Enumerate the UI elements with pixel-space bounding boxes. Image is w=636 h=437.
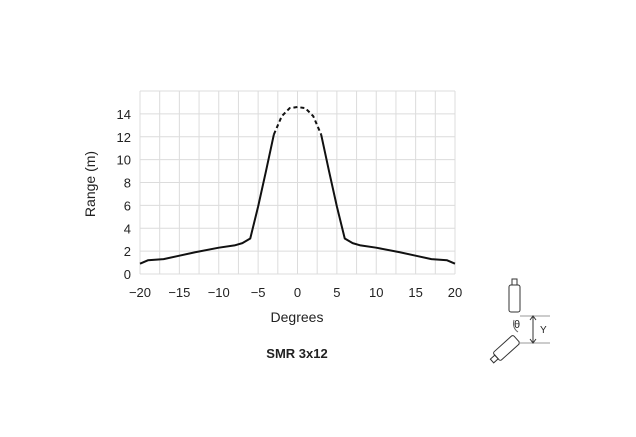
x-tick-label: 5 <box>333 285 340 300</box>
y-tick-label: 6 <box>124 198 131 213</box>
series-line-dashed <box>272 106 323 135</box>
x-tick-labels: −20 −15 −10 −5 0 5 10 15 20 <box>129 285 462 300</box>
x-tick-label: −15 <box>168 285 190 300</box>
x-tick-label: 20 <box>448 285 462 300</box>
theta-label: θ <box>514 319 520 331</box>
y-tick-label: 12 <box>117 130 131 145</box>
y-tick-label: 0 <box>124 267 131 282</box>
series-lines <box>139 106 456 265</box>
x-tick-label: −10 <box>208 285 230 300</box>
x-tick-label: 10 <box>369 285 383 300</box>
y-tick-label: 4 <box>124 221 131 236</box>
y-tick-label: 2 <box>124 244 131 259</box>
x-tick-label: 0 <box>294 285 301 300</box>
chart-title: SMR 3x12 <box>266 346 327 361</box>
sensor-diagram-icon: θ Y <box>489 278 550 364</box>
series-line <box>139 134 275 265</box>
x-tick-label: 15 <box>408 285 422 300</box>
x-tick-label: −20 <box>129 285 151 300</box>
y-tick-labels: 0 2 4 6 8 10 12 14 <box>117 107 131 282</box>
series-line <box>320 134 456 265</box>
y-tick-label: 8 <box>124 176 131 191</box>
y-tick-label: 14 <box>117 107 131 122</box>
y-tick-label: 10 <box>117 153 131 168</box>
y-axis-label: Range (m) <box>82 151 98 217</box>
sensor-angled <box>489 335 520 364</box>
x-tick-label: −5 <box>251 285 266 300</box>
sensor-top-body <box>508 284 521 313</box>
x-axis-label: Degrees <box>271 309 324 325</box>
grid <box>139 90 456 275</box>
sensor-top-connector <box>511 278 518 286</box>
y-offset-label: Y <box>540 325 547 336</box>
